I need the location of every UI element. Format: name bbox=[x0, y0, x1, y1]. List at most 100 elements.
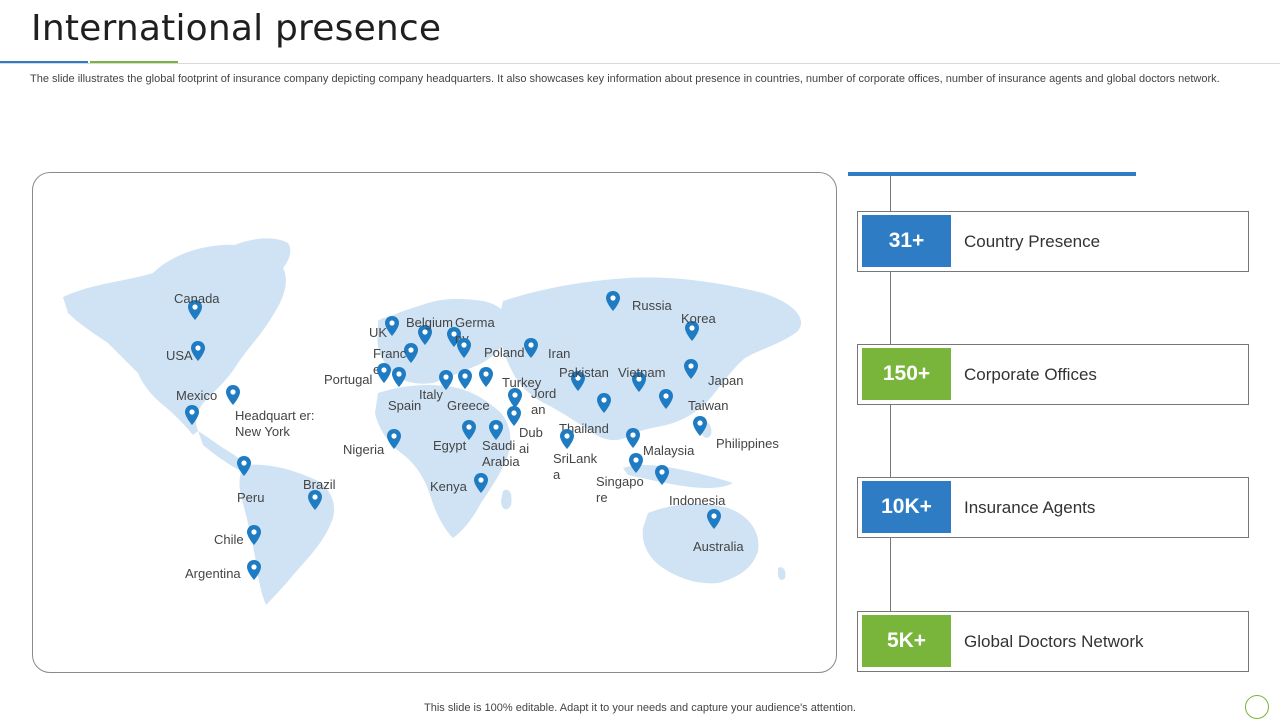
location-label: Turkey bbox=[502, 375, 542, 390]
location-label: SriLank a bbox=[553, 451, 598, 482]
timeline-top-bar bbox=[848, 172, 1136, 176]
location-pin-icon bbox=[632, 372, 646, 392]
location-pin-icon bbox=[524, 338, 538, 358]
location-pin-icon bbox=[508, 388, 522, 408]
title-accent-blue bbox=[0, 61, 88, 64]
location-pin-icon bbox=[418, 325, 432, 345]
asia-shape bbox=[498, 277, 802, 441]
location-pin-icon bbox=[377, 363, 391, 383]
stat-value-box: 31+ bbox=[862, 215, 951, 267]
location-pin-icon bbox=[560, 429, 574, 449]
location-label: Mexico bbox=[176, 388, 218, 403]
location-pin-icon bbox=[458, 369, 472, 389]
location-label: Greece bbox=[447, 398, 490, 413]
stat-value-box: 150+ bbox=[862, 348, 951, 400]
africa-shape bbox=[375, 385, 511, 538]
location-pin-icon bbox=[387, 429, 401, 449]
slide-corner-circle bbox=[1245, 695, 1269, 719]
location-pin-icon bbox=[626, 428, 640, 448]
stat-label: Country Presence bbox=[964, 231, 1101, 251]
location-pin-icon bbox=[597, 393, 611, 413]
location-pin-icon bbox=[457, 338, 471, 358]
location-label: Japan bbox=[708, 373, 744, 388]
location-pin-icon bbox=[392, 367, 406, 387]
location-pin-icon bbox=[571, 371, 585, 391]
location-pin-icon bbox=[474, 473, 488, 493]
location-label: Brazil bbox=[303, 477, 336, 492]
location-label: Russia bbox=[632, 298, 672, 313]
location-label: Singapo re bbox=[596, 474, 644, 505]
location-label: Argentina bbox=[185, 566, 241, 581]
location-pin-icon bbox=[439, 370, 453, 390]
location-pin-icon bbox=[226, 385, 240, 405]
page-title: International presence bbox=[31, 8, 442, 49]
australia-shape bbox=[642, 503, 759, 584]
stat-value-box: 5K+ bbox=[862, 615, 951, 667]
stat-card-country-presence: 31+ Country Presence bbox=[857, 211, 1249, 272]
location-pin-icon bbox=[489, 420, 503, 440]
location-label: Italy bbox=[419, 387, 443, 402]
location-label: Taiwan bbox=[688, 398, 729, 413]
europe-shape bbox=[377, 298, 510, 384]
location-label: Vietnam bbox=[618, 365, 666, 380]
location-label: Egypt bbox=[433, 438, 467, 453]
title-accent-green bbox=[90, 61, 178, 64]
location-label: Poland bbox=[484, 345, 525, 360]
location-pin-icon bbox=[447, 327, 461, 347]
slide-description: The slide illustrates the global footpri… bbox=[30, 73, 1220, 85]
location-label: Pakistan bbox=[559, 365, 609, 380]
location-pin-icon bbox=[507, 406, 521, 426]
location-pin-icon bbox=[693, 416, 707, 436]
location-pin-icon bbox=[655, 465, 669, 485]
stat-card-global-doctors-network: 5K+ Global Doctors Network bbox=[857, 611, 1249, 672]
location-label: Australia bbox=[693, 539, 744, 554]
greenland-shape bbox=[228, 238, 291, 278]
stat-value-box: 10K+ bbox=[862, 481, 951, 533]
location-label: Kenya bbox=[430, 479, 467, 494]
location-pin-icon bbox=[685, 321, 699, 341]
stat-label: Corporate Offices bbox=[964, 364, 1097, 384]
location-pin-icon bbox=[629, 453, 643, 473]
stat-label: Global Doctors Network bbox=[964, 631, 1144, 651]
stat-card-insurance-agents: 10K+ Insurance Agents bbox=[857, 477, 1249, 538]
location-pin-icon bbox=[385, 316, 399, 336]
world-map-panel: Canada USA Mexico Headquart er: New York Per… bbox=[32, 172, 837, 673]
location-label: Philippines bbox=[716, 436, 779, 451]
location-pin-icon bbox=[606, 291, 620, 311]
location-pin-icon bbox=[684, 359, 698, 379]
location-label: Korea bbox=[681, 311, 716, 326]
location-label: Headquart er: New York bbox=[235, 408, 315, 439]
location-pin-icon bbox=[462, 420, 476, 440]
title-divider bbox=[0, 63, 1280, 64]
footer-note: This slide is 100% editable. Adapt it to… bbox=[424, 702, 856, 714]
timeline-connector bbox=[890, 175, 891, 645]
location-label: UK bbox=[369, 325, 388, 340]
location-label: Spain bbox=[388, 398, 422, 413]
japan-shape bbox=[713, 358, 729, 382]
stat-card-corporate-offices: 150+ Corporate Offices bbox=[857, 344, 1249, 405]
madagascar-shape bbox=[501, 489, 512, 510]
location-pin-icon bbox=[191, 341, 205, 361]
new-zealand-shape bbox=[777, 567, 786, 581]
location-pin-icon bbox=[479, 367, 493, 387]
location-label: Saudi Arabia bbox=[482, 438, 520, 469]
location-pin-icon bbox=[707, 509, 721, 529]
location-pin-icon bbox=[247, 525, 261, 545]
location-label: Indonesia bbox=[669, 493, 726, 508]
location-label: Dub ai bbox=[519, 425, 543, 456]
location-label: USA bbox=[166, 348, 193, 363]
world-map bbox=[63, 238, 802, 605]
location-pin-icon bbox=[308, 490, 322, 510]
location-label: Franc e bbox=[373, 346, 407, 377]
location-label: Chile bbox=[214, 532, 244, 547]
location-label: Canada bbox=[174, 291, 220, 306]
location-label: Malaysia bbox=[643, 443, 695, 458]
central-america-shape bbox=[198, 431, 248, 471]
location-pin-icon bbox=[659, 389, 673, 409]
location-label: Jord an bbox=[531, 386, 557, 417]
location-label: Portugal bbox=[324, 372, 373, 387]
location-label: Peru bbox=[237, 490, 265, 505]
location-label: Nigeria bbox=[343, 442, 385, 457]
location-label: Iran bbox=[548, 346, 571, 361]
indonesia-shape bbox=[623, 465, 733, 488]
